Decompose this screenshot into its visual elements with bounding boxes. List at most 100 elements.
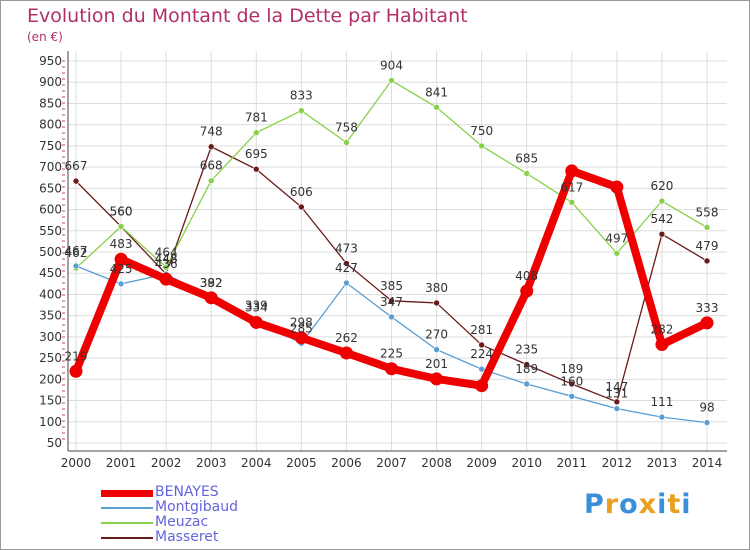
y-tick-label: 150	[39, 394, 62, 408]
legend-label: Meuzac	[155, 514, 209, 530]
data-label: 281	[470, 323, 493, 337]
data-label: 685	[515, 151, 538, 165]
data-label: 282	[650, 323, 673, 337]
data-label: 667	[65, 159, 88, 173]
point-benayes	[655, 338, 669, 352]
data-label: 98	[699, 401, 714, 415]
point-meuzac	[343, 139, 350, 146]
point-benayes	[475, 379, 489, 393]
x-tick-label: 2011	[557, 456, 588, 470]
data-label: 262	[335, 331, 358, 345]
point-benayes	[430, 372, 444, 386]
point-benayes	[204, 291, 218, 305]
x-tick-label: 2009	[466, 456, 497, 470]
data-label: 560	[110, 205, 133, 219]
x-tick-label: 2005	[286, 456, 317, 470]
data-label: 131	[605, 387, 628, 401]
data-label: 560	[110, 205, 133, 219]
logo-letter: x	[638, 489, 658, 520]
point-benayes	[339, 346, 353, 360]
data-label: 339	[245, 298, 268, 312]
logo-letter: t	[667, 489, 682, 520]
point-montgibaud	[433, 346, 440, 353]
point-meuzac	[388, 77, 395, 84]
x-tick-label: 2010	[511, 456, 542, 470]
point-masseret	[388, 297, 395, 305]
y-tick-label: 450	[39, 266, 62, 280]
x-axis-ticks: 2000 2001 2002 2003 2004 2005 2006 2007 2008 2009…	[61, 456, 723, 470]
x-tick-label: 2004	[241, 456, 272, 470]
point-benayes	[159, 272, 173, 286]
y-tick-label: 600	[39, 203, 62, 217]
x-tick-label: 2002	[151, 456, 182, 470]
point-montgibaud	[72, 262, 80, 270]
data-label: 235	[515, 342, 538, 356]
point-meuzac	[207, 177, 215, 184]
y-tick-label: 950	[39, 54, 62, 68]
legend-label: BENAYES	[155, 484, 219, 500]
legend-label: Masseret	[155, 529, 219, 545]
point-montgibaud	[568, 393, 576, 400]
data-label: 270	[425, 328, 448, 342]
y-tick-label: 200	[39, 372, 62, 386]
data-label: 497	[605, 231, 628, 245]
data-label: 841	[425, 85, 448, 99]
point-meuzac	[658, 197, 666, 205]
point-benayes	[610, 180, 624, 194]
data-label: 225	[380, 347, 403, 361]
point-benayes	[114, 252, 128, 266]
point-benayes	[69, 364, 83, 378]
point-meuzac	[298, 107, 305, 114]
y-tick-label: 500	[39, 245, 62, 259]
data-label: 750	[470, 124, 493, 138]
point-masseret	[613, 398, 621, 406]
x-tick-label: 2013	[647, 456, 678, 470]
data-label: 333	[696, 301, 719, 315]
data-label: 334	[245, 300, 268, 314]
data-label: 606	[290, 185, 313, 199]
logo-letter: P	[584, 489, 605, 520]
proxiti-logo: Proxiti	[584, 489, 692, 520]
data-label: 448	[155, 252, 178, 266]
point-meuzac	[613, 249, 621, 257]
data-label: 147	[605, 380, 628, 394]
data-label: 748	[200, 125, 223, 139]
data-label: 201	[425, 357, 448, 371]
y-tick-label: 550	[39, 224, 62, 238]
x-tick-label: 2001	[106, 456, 137, 470]
data-label: 483	[110, 237, 133, 251]
point-masseret	[433, 299, 440, 307]
point-meuzac	[162, 263, 170, 271]
data-label: 425	[110, 262, 133, 276]
y-tick-label: 700	[39, 160, 62, 174]
data-label: 111	[650, 395, 673, 409]
legend-swatch	[101, 507, 153, 509]
data-label: 219	[65, 349, 88, 363]
point-montgibaud	[613, 405, 621, 412]
point-montgibaud	[523, 380, 531, 388]
logo-letter: o	[619, 489, 639, 520]
y-tick-label: 800	[39, 118, 62, 132]
point-benayes	[294, 331, 308, 345]
data-label: 408	[515, 269, 538, 283]
x-tick-label: 2007	[376, 456, 407, 470]
data-label: 833	[290, 89, 313, 103]
logo-letter: i	[657, 489, 668, 520]
point-montgibaud	[117, 280, 125, 288]
point-masseret	[658, 230, 666, 238]
x-tick-label: 2003	[196, 456, 227, 470]
data-label: 380	[425, 281, 448, 295]
y-tick-label: 250	[39, 351, 62, 365]
chart-title: Evolution du Montant de la Dette par Hab…	[27, 5, 468, 27]
point-benayes	[249, 315, 263, 329]
data-label: 620	[650, 179, 673, 193]
data-label: 479	[696, 239, 719, 253]
legend-label: Montgibaud	[155, 499, 239, 515]
point-meuzac	[252, 129, 260, 137]
data-label: 473	[335, 241, 358, 255]
y-tick-label: 650	[39, 181, 62, 195]
data-label: 904	[380, 59, 403, 73]
point-masseret	[207, 143, 215, 151]
